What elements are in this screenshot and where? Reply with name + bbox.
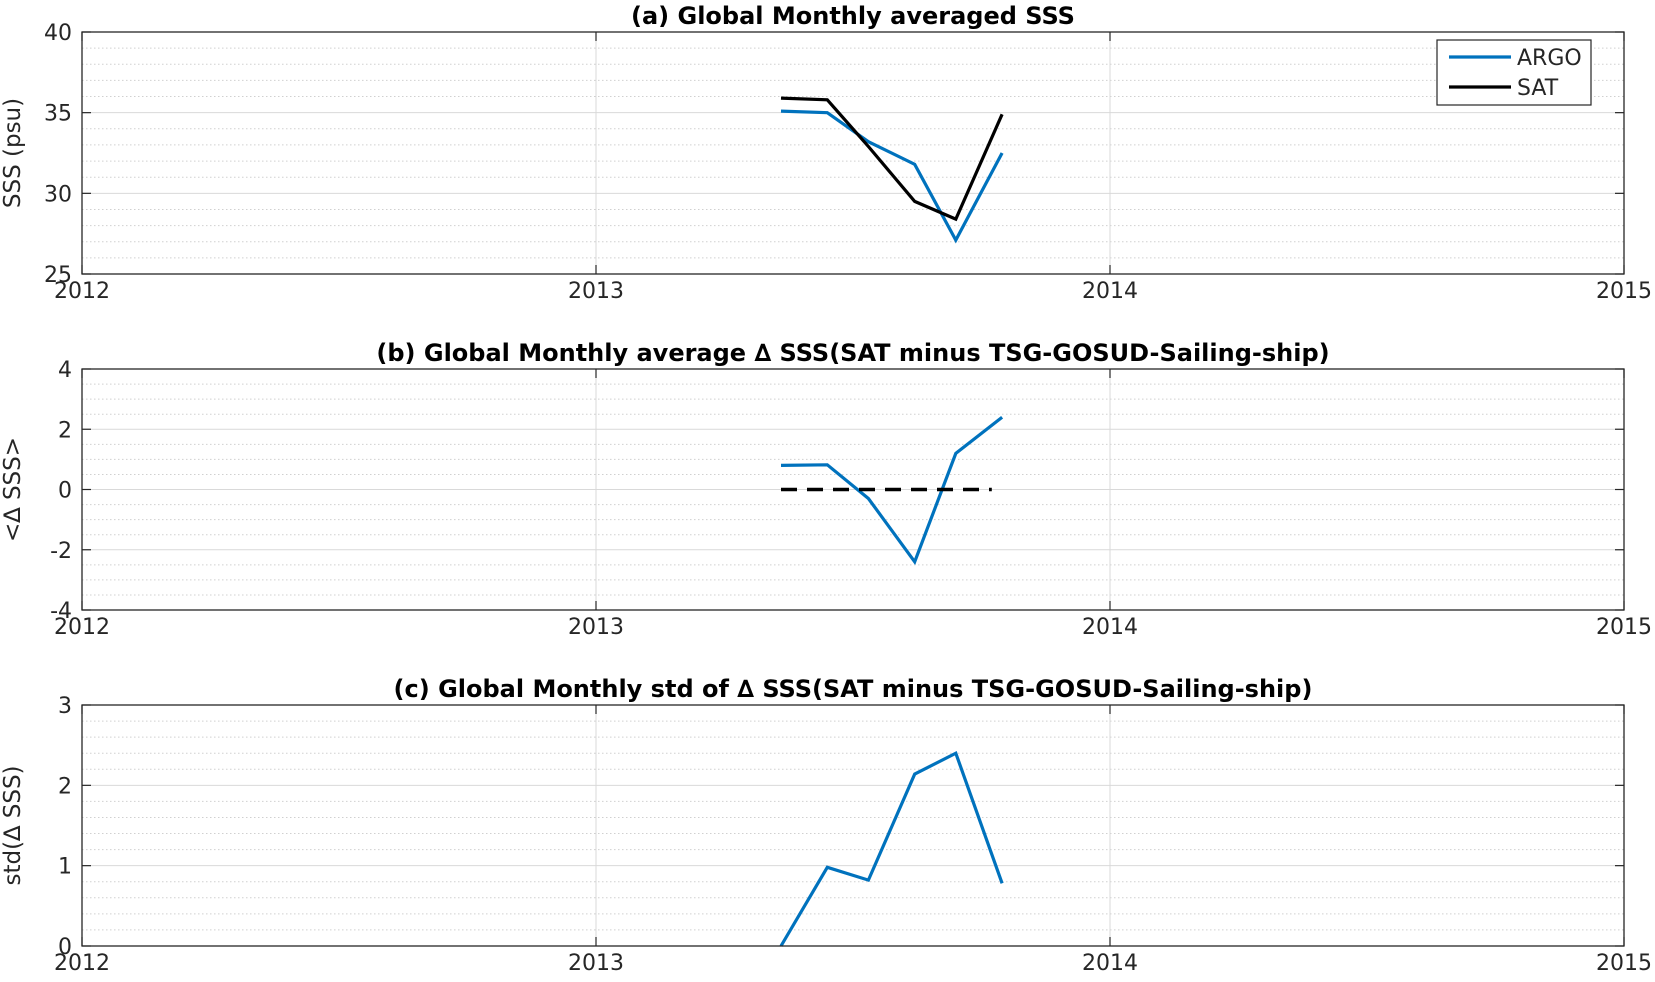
series-line-sat bbox=[780, 96, 1004, 222]
series-line-delta-sss bbox=[779, 750, 1004, 947]
panel-a: 2012 2013 2014 2015 25 30 35 40 (a) Global Month… bbox=[0, 2, 1652, 304]
y-axis-label-c: std(∆ SSS) bbox=[0, 765, 26, 885]
axes-box-c bbox=[81, 704, 1625, 947]
legend-label-sat: SAT bbox=[1517, 76, 1559, 101]
y-tick-label: 2 bbox=[58, 774, 72, 799]
series-line-argo bbox=[780, 109, 1004, 244]
y-tick-label: 4 bbox=[58, 358, 72, 383]
legend: ARGO SAT bbox=[1436, 39, 1592, 106]
x-tick-label: 2013 bbox=[568, 615, 624, 640]
x-tick-label: 2012 bbox=[54, 951, 110, 976]
y-tick-label: -4 bbox=[50, 599, 72, 624]
y-tick-label: 40 bbox=[44, 21, 72, 46]
x-tick-label: 2015 bbox=[1596, 951, 1652, 976]
x-tick-label: 2015 bbox=[1596, 615, 1652, 640]
x-tick-label: 2014 bbox=[1082, 951, 1138, 976]
grid-c bbox=[82, 705, 1624, 946]
legend-label-argo: ARGO bbox=[1517, 46, 1582, 71]
y-tick-label: 2 bbox=[58, 418, 72, 443]
panel-b: 2012 2013 2014 2015 -4 -2 0 2 4 (b) Global Monthl… bbox=[0, 339, 1652, 640]
y-tick-label: 30 bbox=[44, 182, 72, 207]
chart-title-c: (c) Global Monthly std of ∆ SSS(SAT minu… bbox=[394, 675, 1313, 703]
x-tick-label: 2013 bbox=[568, 279, 624, 304]
y-axis-label-a: SSS (psu) bbox=[0, 98, 26, 208]
y-tick-label: 0 bbox=[58, 479, 72, 504]
x-tick-label: 2014 bbox=[1082, 279, 1138, 304]
axes-box-a bbox=[81, 31, 1625, 275]
y-tick-label: -2 bbox=[50, 539, 72, 564]
y-tick-label: 1 bbox=[58, 855, 72, 880]
series-line-delta-sss bbox=[780, 415, 1004, 566]
x-tick-label: 2012 bbox=[54, 615, 110, 640]
x-tick-label: 2012 bbox=[54, 279, 110, 304]
chart-title-a: (a) Global Monthly averaged SSS bbox=[631, 2, 1075, 30]
x-tick-label: 2013 bbox=[568, 951, 624, 976]
x-tick-label: 2014 bbox=[1082, 615, 1138, 640]
y-tick-label: 3 bbox=[58, 694, 72, 719]
y-tick-label: 0 bbox=[58, 935, 72, 960]
legend-box bbox=[1436, 39, 1592, 106]
grid-b bbox=[82, 369, 1624, 610]
chart-title-b: (b) Global Monthly average ∆ SSS(SAT min… bbox=[376, 339, 1329, 367]
y-tick-label: 25 bbox=[44, 263, 72, 288]
panel-c: 2012 2013 2014 2015 0 1 2 3 (c) Global Monthly s… bbox=[0, 675, 1652, 976]
grid-a bbox=[82, 32, 1624, 274]
x-tick-label: 2015 bbox=[1596, 279, 1652, 304]
y-axis-label-b: <∆ SSS> bbox=[0, 437, 26, 542]
y-tick-label: 35 bbox=[44, 102, 72, 127]
